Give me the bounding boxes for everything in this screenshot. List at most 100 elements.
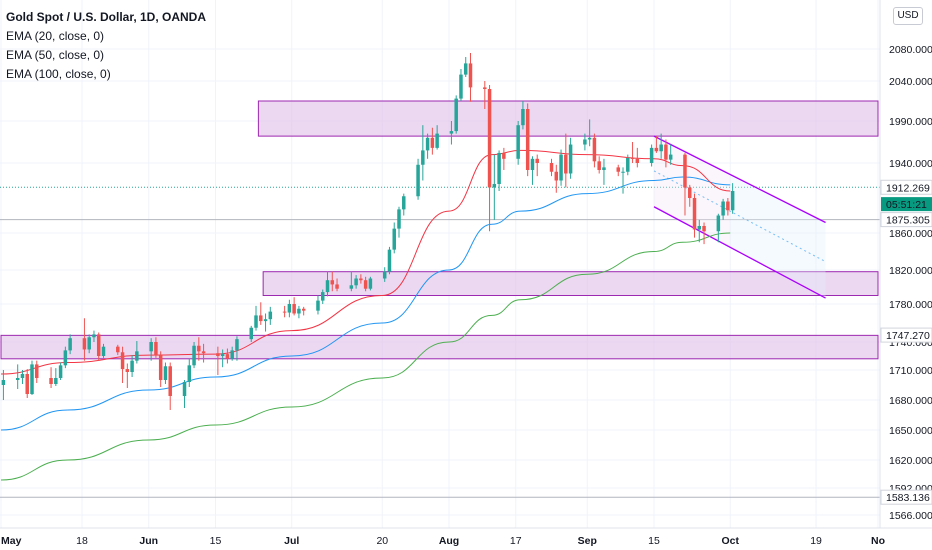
candle xyxy=(387,246,392,275)
candle xyxy=(359,274,363,284)
candle-body xyxy=(316,300,320,311)
candle-body xyxy=(592,137,597,162)
candle xyxy=(602,158,606,185)
candle xyxy=(483,81,487,109)
candle xyxy=(320,289,325,304)
candle xyxy=(168,362,172,410)
candle-body xyxy=(225,354,230,359)
candle-body xyxy=(435,133,439,148)
candle xyxy=(683,152,687,216)
ema100-legend: EMA (100, close, 0) xyxy=(6,67,111,81)
candle-body xyxy=(20,374,25,378)
candle xyxy=(616,164,621,177)
candle xyxy=(87,334,91,354)
symbol-title: Gold Spot / U.S. Dollar, 1D, OANDA xyxy=(6,10,207,24)
ema20-legend: EMA (20, close, 0) xyxy=(6,29,105,43)
candle-body xyxy=(320,292,325,301)
candle-body xyxy=(616,167,621,172)
candle xyxy=(249,325,253,342)
candle xyxy=(49,367,53,388)
candle xyxy=(692,193,697,238)
ema50-line xyxy=(0,176,731,431)
currency-button[interactable]: USD xyxy=(893,7,923,25)
candle-body xyxy=(483,87,487,89)
candle xyxy=(368,276,373,291)
candle xyxy=(468,53,473,102)
candle xyxy=(402,193,406,216)
candle-body xyxy=(15,378,20,380)
candle xyxy=(349,271,354,292)
candle xyxy=(630,142,635,163)
candle-body xyxy=(116,346,120,353)
chart-legend: Gold Spot / U.S. Dollar, 1D, OANDA EMA (… xyxy=(6,8,206,84)
price-tick-label: 1566.000 xyxy=(889,510,932,522)
candle xyxy=(721,198,725,220)
candle-body xyxy=(559,154,563,181)
channel-upper-line xyxy=(653,135,826,224)
candle-body xyxy=(459,74,463,99)
candle xyxy=(335,278,339,292)
candle xyxy=(382,267,387,282)
candle-body xyxy=(58,365,63,378)
price-tick-label: 1860.000 xyxy=(889,228,932,240)
candle xyxy=(521,101,525,130)
candle-body xyxy=(521,109,525,126)
candle-body xyxy=(182,382,187,396)
channel-mid-line xyxy=(653,170,826,263)
candle-body xyxy=(192,345,196,366)
candle-body xyxy=(587,137,592,140)
candle-body xyxy=(659,144,663,152)
ema20-line xyxy=(0,149,731,375)
candle-body xyxy=(702,226,706,232)
candle-body xyxy=(96,334,101,356)
time-tick-label: Jun xyxy=(139,535,158,547)
candle xyxy=(301,306,306,316)
candle xyxy=(583,133,587,151)
candle xyxy=(216,346,220,375)
candle xyxy=(430,127,435,155)
candle xyxy=(259,302,263,325)
candle-body xyxy=(249,327,253,340)
candle-body xyxy=(664,144,668,160)
candle xyxy=(592,133,597,168)
candle-body xyxy=(649,147,654,163)
candle xyxy=(201,343,206,363)
candle xyxy=(649,144,654,167)
candle xyxy=(92,330,96,342)
candle xyxy=(116,344,120,356)
candle xyxy=(363,276,368,292)
candle xyxy=(330,271,335,292)
candle xyxy=(282,305,287,318)
candle xyxy=(535,154,539,177)
price-label-box xyxy=(880,212,932,228)
time-tick-label: Jul xyxy=(284,535,299,547)
candle-body xyxy=(564,154,568,174)
candle-body xyxy=(120,352,125,370)
candle-body xyxy=(463,63,468,75)
candle-body xyxy=(125,369,130,372)
candle xyxy=(664,139,668,168)
price-tick-label: 2080.000 xyxy=(889,44,932,56)
candle-body xyxy=(721,201,725,216)
candle xyxy=(621,167,625,194)
candle xyxy=(702,222,706,245)
candle xyxy=(497,150,501,191)
ema100-line xyxy=(0,232,731,481)
candle xyxy=(54,368,58,386)
candle xyxy=(449,121,454,145)
candle-body xyxy=(130,360,134,372)
candle-body xyxy=(163,366,168,380)
candle-body xyxy=(730,191,735,211)
candle xyxy=(268,306,273,325)
candle-body xyxy=(449,131,454,134)
candle-body xyxy=(602,167,606,170)
time-tick-label: Oct xyxy=(721,535,739,547)
price-label-box xyxy=(880,327,932,343)
candle xyxy=(68,334,72,355)
price-tick-label: 1620.000 xyxy=(889,455,932,467)
candle-body xyxy=(416,164,420,197)
supply-demand-zone xyxy=(0,334,879,360)
candle xyxy=(487,85,492,232)
candle-body xyxy=(254,315,258,328)
